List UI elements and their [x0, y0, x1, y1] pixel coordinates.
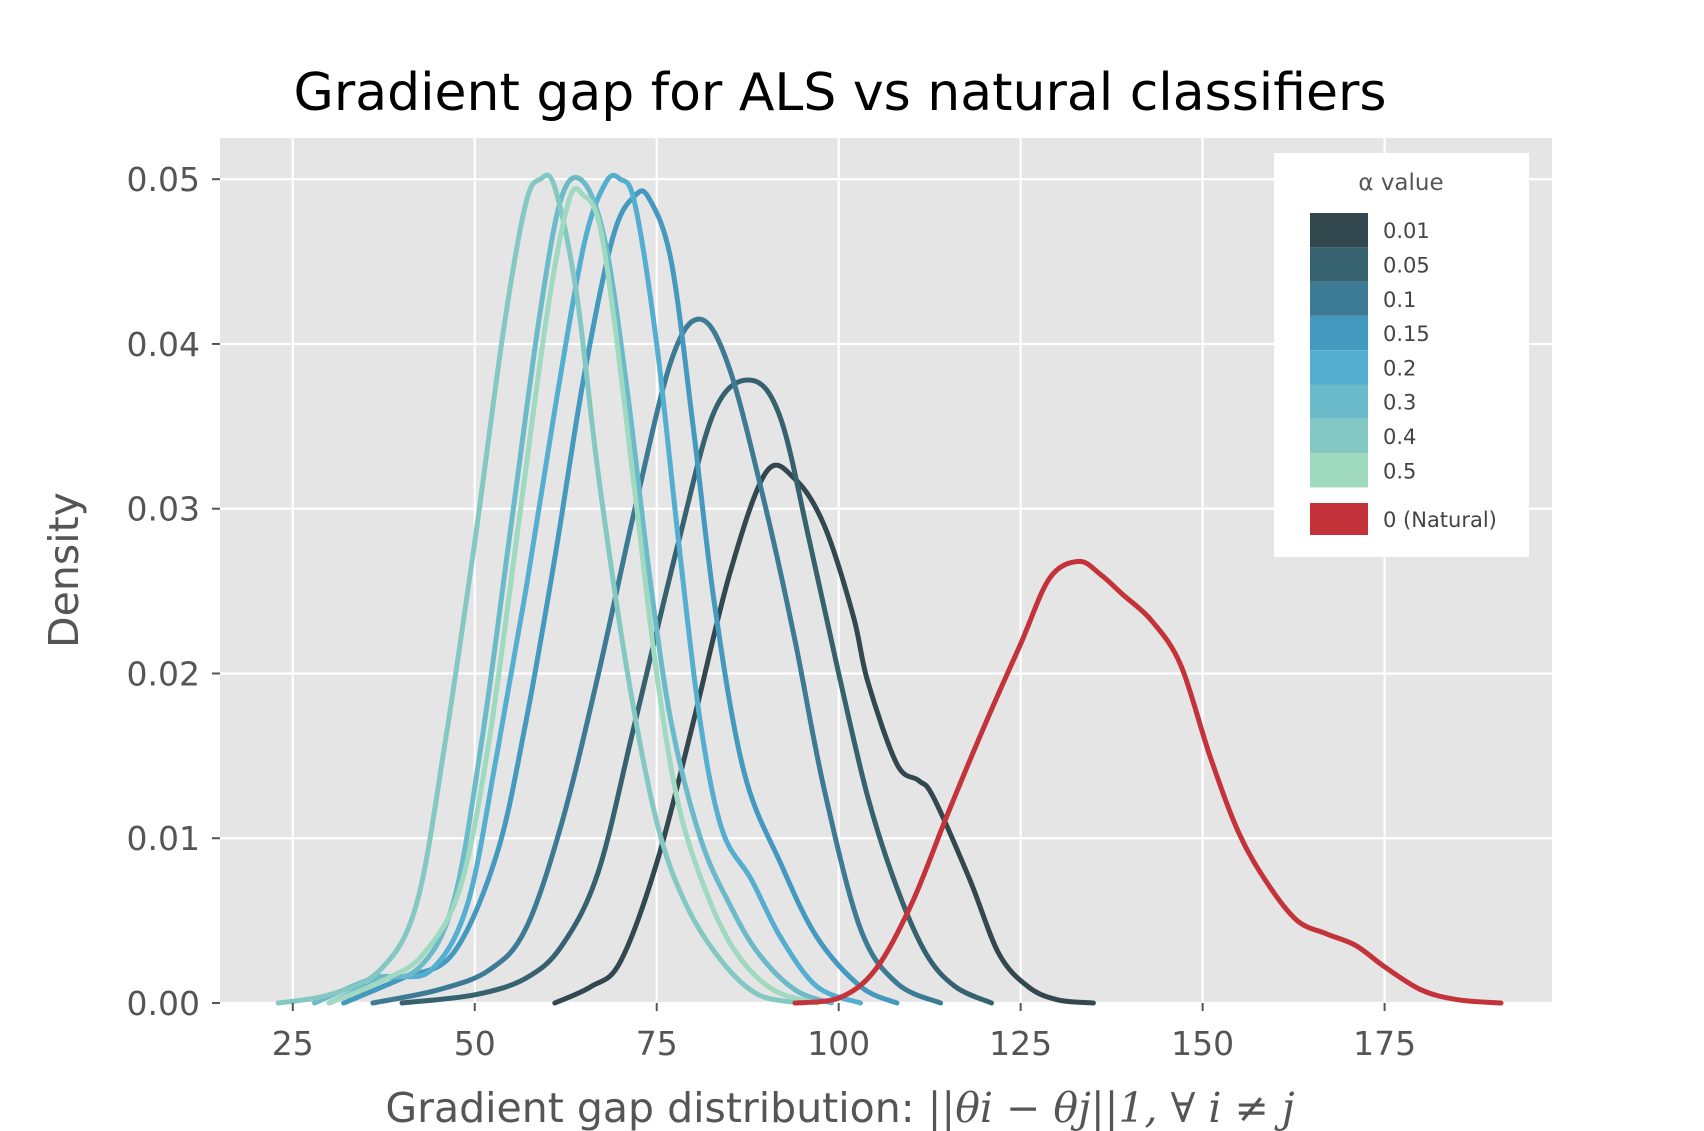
density-curve-0-3 — [312, 174, 834, 1006]
x-tick-label: 175 — [1353, 1024, 1416, 1063]
legend-label: 0.4 — [1383, 425, 1416, 449]
legend-swatch — [1310, 384, 1368, 419]
legend-title: α value — [1358, 170, 1443, 196]
x-tick-label: 150 — [1171, 1024, 1234, 1063]
x-tick-label: 50 — [454, 1024, 496, 1063]
density-curve-0-4 — [275, 172, 805, 1006]
legend-label: 0 (Natural) — [1383, 508, 1497, 532]
y-tick-label: 0.05 — [127, 160, 200, 199]
x-axis-label: Gradient gap distribution: ||θi − θj||1,… — [385, 1084, 1295, 1131]
x-tick-label: 25 — [272, 1024, 314, 1063]
y-tick-label: 0.01 — [127, 819, 200, 858]
legend-swatch — [1310, 213, 1368, 248]
x-tick-label: 125 — [989, 1024, 1052, 1063]
legend-swatch — [1310, 247, 1368, 282]
density-curve-0-15 — [341, 188, 900, 1006]
axes: 25 50 75 100 125 150 175 0.00 0.01 0.02 0.03 0.04 0.… — [127, 160, 1417, 1063]
density-curve-0-2 — [326, 172, 863, 1006]
density-curve-0-5 — [326, 186, 820, 1006]
legend-label: 0.3 — [1383, 391, 1416, 415]
legend: α value 0.01 0.05 0.1 0.15 0.2 0.3 0.4 0.5 0 (Na… — [1274, 153, 1529, 557]
legend-swatch — [1310, 453, 1368, 488]
x-axis-label-math: ||θi − θj||1, ∀ i ≠ j — [928, 1084, 1295, 1131]
x-tick-label: 100 — [807, 1024, 870, 1063]
y-tick-label: 0.02 — [127, 654, 200, 693]
y-axis-label: Density — [40, 492, 88, 648]
legend-label: 0.05 — [1383, 253, 1430, 277]
legend-label: 0.5 — [1383, 459, 1416, 483]
density-curves — [275, 172, 1504, 1006]
y-tick-label: 0.00 — [127, 984, 200, 1023]
legend-label: 0.2 — [1383, 356, 1416, 380]
y-tick-label: 0.03 — [127, 490, 200, 529]
legend-swatch — [1310, 281, 1368, 316]
legend-swatch — [1310, 418, 1368, 454]
legend-label: 0.15 — [1383, 322, 1430, 346]
density-curve-0-1 — [370, 316, 944, 1006]
density-curve-0-05 — [399, 377, 994, 1006]
x-axis-label-prefix: Gradient gap distribution: — [385, 1084, 927, 1131]
y-tick-label: 0.04 — [127, 325, 200, 364]
density-curve-0-01 — [552, 462, 1096, 1006]
legend-swatch — [1310, 503, 1368, 535]
legend-swatch — [1310, 315, 1368, 351]
density-curve-0-natural — [792, 558, 1504, 1006]
legend-swatch — [1310, 350, 1368, 385]
legend-label: 0.1 — [1383, 288, 1416, 312]
x-tick-label: 75 — [636, 1024, 678, 1063]
chart-title: Gradient gap for ALS vs natural classifi… — [294, 63, 1387, 123]
legend-label: 0.01 — [1383, 219, 1430, 243]
legend-items: 0.01 0.05 0.1 0.15 0.2 0.3 0.4 0.5 0 (Natural) — [1310, 213, 1497, 535]
